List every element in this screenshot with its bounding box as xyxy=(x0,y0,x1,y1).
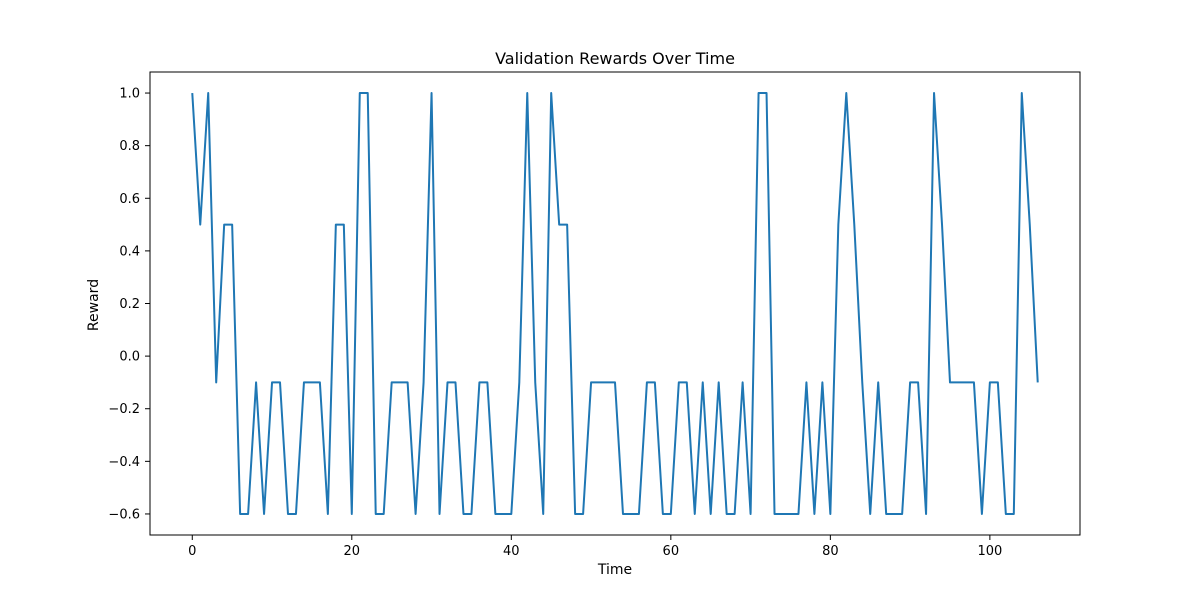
y-tick-label: −0.4 xyxy=(108,455,140,470)
x-tick-label: 100 xyxy=(977,544,1002,559)
chart-title: Validation Rewards Over Time xyxy=(495,49,735,68)
y-tick-label: −0.6 xyxy=(108,507,140,522)
plot-frame xyxy=(149,71,1081,536)
y-tick-label: 0.8 xyxy=(119,139,140,154)
x-axis-ticks: 0 20 40 60 80 100 xyxy=(188,535,1002,559)
x-tick-label: 60 xyxy=(663,544,680,559)
y-tick-label: 0.6 xyxy=(119,192,140,207)
x-tick-label: 0 xyxy=(188,544,196,559)
y-axis-ticks: −0.6 −0.4 −0.2 0.0 0.2 0.4 0.6 0.8 1.0 xyxy=(108,87,150,522)
y-tick-label: 0.4 xyxy=(119,244,140,259)
x-tick-label: 40 xyxy=(503,544,520,559)
plot-area xyxy=(191,92,1039,515)
y-tick-label: 0.0 xyxy=(119,350,140,365)
y-tick-label: 0.2 xyxy=(119,297,140,312)
series-line xyxy=(191,92,1039,515)
x-tick-label: 80 xyxy=(822,544,839,559)
y-tick-label: 1.0 xyxy=(119,87,140,102)
x-tick-label: 20 xyxy=(344,544,361,559)
y-axis-label: Reward xyxy=(86,279,102,331)
y-tick-label: −0.2 xyxy=(108,402,140,417)
x-axis-label: Time xyxy=(597,562,632,578)
